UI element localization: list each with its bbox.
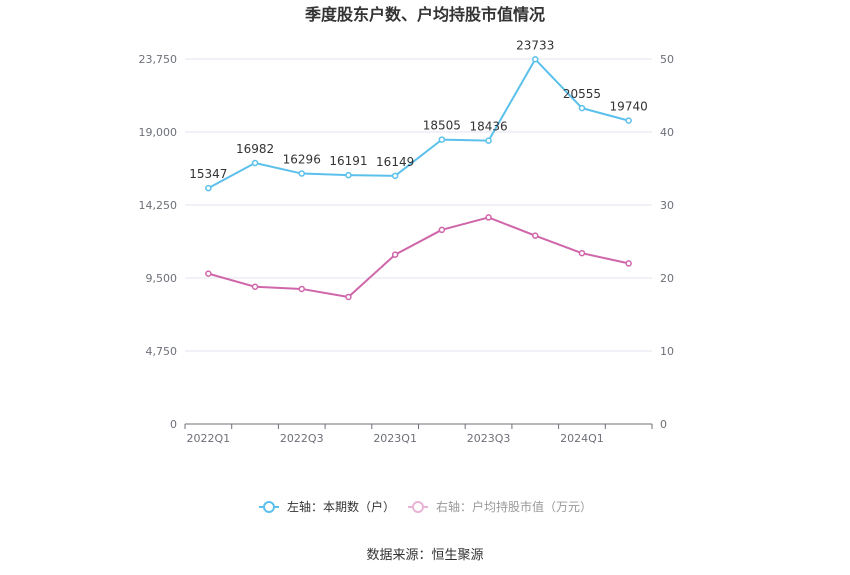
data-label: 16982 xyxy=(236,142,274,156)
series-1-point xyxy=(532,56,539,63)
right-axis-tick-label: 10 xyxy=(660,345,674,358)
left-axis-tick-label: 0 xyxy=(170,418,177,431)
data-label: 19740 xyxy=(610,100,648,114)
left-axis-tick-label: 23,750 xyxy=(139,53,178,66)
series-1-point xyxy=(625,117,632,124)
series-1-point xyxy=(251,159,259,167)
series-2-point xyxy=(578,249,586,257)
left-axis: 0 4,750 9,500 14,250 19,000 23,750 xyxy=(139,53,178,431)
legend[interactable]: 左轴：本期数（户） 右轴：户均持股市值（万元） xyxy=(259,499,592,514)
data-label: 18505 xyxy=(423,119,461,133)
legend-label: 左轴：本期数（户） xyxy=(287,499,395,514)
series-line-2 xyxy=(208,216,629,298)
series-1-point xyxy=(298,170,305,177)
right-axis-tick-label: 30 xyxy=(660,199,674,212)
x-axis: 2022Q1 2022Q3 2023Q1 2023Q3 2024Q1 xyxy=(184,424,653,445)
right-axis-tick-label: 20 xyxy=(660,272,674,285)
series-1-point xyxy=(345,171,352,179)
right-axis-tick-label: 50 xyxy=(660,53,674,66)
series-line-1 xyxy=(207,58,629,190)
legend-item-2[interactable]: 右轴：户均持股市值（万元） xyxy=(408,499,592,514)
legend-item-1[interactable]: 左轴：本期数（户） xyxy=(259,499,395,514)
grid-lines xyxy=(185,58,652,425)
series-layer: 15347 16982 16296 16191 16149 18505 18436 23733… xyxy=(189,38,648,301)
series-1-point xyxy=(578,104,586,112)
data-label: 16149 xyxy=(376,155,414,169)
left-axis-tick-label: 4,750 xyxy=(146,345,178,358)
x-axis-tick-label: 2022Q1 xyxy=(187,432,231,445)
series-2-point xyxy=(298,285,305,293)
series-1-point xyxy=(391,172,399,180)
legend-label: 右轴：户均持股市值（万元） xyxy=(436,499,592,514)
data-label: 23733 xyxy=(516,38,554,52)
data-label: 18436 xyxy=(469,120,507,134)
legend-marker-icon xyxy=(412,501,424,513)
x-axis-tick-label: 2023Q3 xyxy=(467,432,511,445)
series-2-point xyxy=(251,283,259,291)
series-1-point xyxy=(438,136,446,143)
left-axis-tick-label: 14,250 xyxy=(139,199,178,212)
x-axis-tick-label: 2023Q1 xyxy=(373,432,417,445)
series-2-point xyxy=(345,293,352,301)
data-label: 20555 xyxy=(563,87,601,101)
x-axis-tick-label: 2024Q1 xyxy=(560,432,604,445)
series-2-point xyxy=(205,270,212,277)
chart-title: 季度股东户数、户均持股市值情况 xyxy=(304,5,545,24)
legend-marker-icon xyxy=(263,501,275,513)
source-note: 数据来源：恒生聚源 xyxy=(366,548,483,563)
right-axis: 0 10 20 30 40 50 xyxy=(660,53,674,431)
series-2-point xyxy=(532,232,539,239)
right-axis-tick-label: 40 xyxy=(660,126,674,139)
series-2-point xyxy=(625,260,632,267)
right-axis-tick-label: 0 xyxy=(660,418,667,431)
series-1-point xyxy=(485,137,492,144)
series-2-point xyxy=(485,214,492,221)
data-label: 16191 xyxy=(329,154,367,168)
left-axis-tick-label: 9,500 xyxy=(146,272,178,285)
data-label: 15347 xyxy=(189,167,227,181)
series-2-point xyxy=(438,226,446,234)
series-2-point xyxy=(391,251,399,258)
x-axis-tick-label: 2022Q3 xyxy=(280,432,324,445)
series-1-point xyxy=(205,184,212,192)
left-axis-tick-label: 19,000 xyxy=(139,126,178,139)
data-label: 16296 xyxy=(283,153,321,167)
